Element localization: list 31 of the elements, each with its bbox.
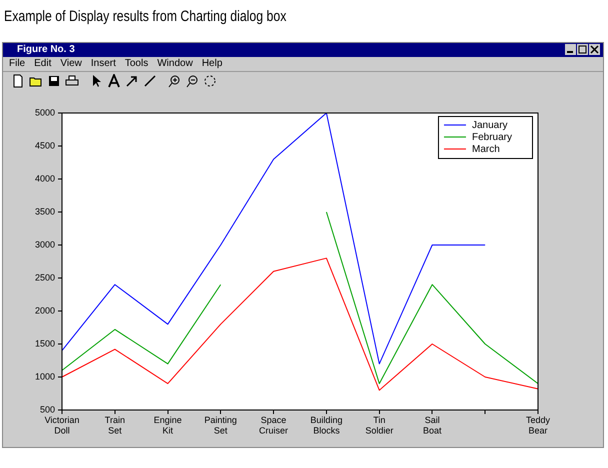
y-tick-label: 4500	[34, 140, 55, 150]
text: Tools	[124, 57, 148, 71]
x-tick-label: Painting Set	[204, 414, 237, 436]
legend-label: March	[472, 144, 500, 155]
y-tick-label: 3000	[34, 239, 55, 250]
x-tick-label: Building Blocks	[310, 414, 342, 436]
y-tick-label: 2000	[34, 305, 55, 316]
text: Figure No. 3	[17, 44, 75, 55]
text: Window	[157, 57, 193, 71]
x-tick-label: Teddy Bear	[526, 414, 550, 436]
chart-title: Example of Display results from Charting dialog box	[4, 8, 286, 25]
x-tick-label: Tin Soldier	[365, 414, 394, 436]
x-tick-label: Space Cruiser	[259, 414, 288, 436]
x-tick-label: Sail Boat	[422, 414, 442, 436]
x-tick-label: Train Set	[104, 414, 125, 436]
y-tick-label: 1000	[34, 371, 55, 382]
text: Insert	[90, 57, 116, 71]
x-tick-label: Engine Kit	[154, 414, 182, 436]
y-tick-label: 500	[40, 404, 55, 414]
text: View	[60, 57, 82, 71]
y-tick-label: 2500	[34, 272, 55, 282]
legend-label: February	[472, 132, 512, 143]
text: File	[9, 57, 26, 71]
y-tick-label: 3500	[34, 206, 55, 216]
y-tick-label: 5000	[34, 107, 55, 118]
legend-label: January	[472, 120, 508, 131]
y-tick-label: 1500	[34, 338, 55, 348]
x-tick-label: Victorian Doll	[44, 414, 80, 436]
y-tick-label: 4000	[34, 173, 55, 184]
text: Help	[202, 57, 222, 71]
text: Edit	[34, 57, 52, 71]
